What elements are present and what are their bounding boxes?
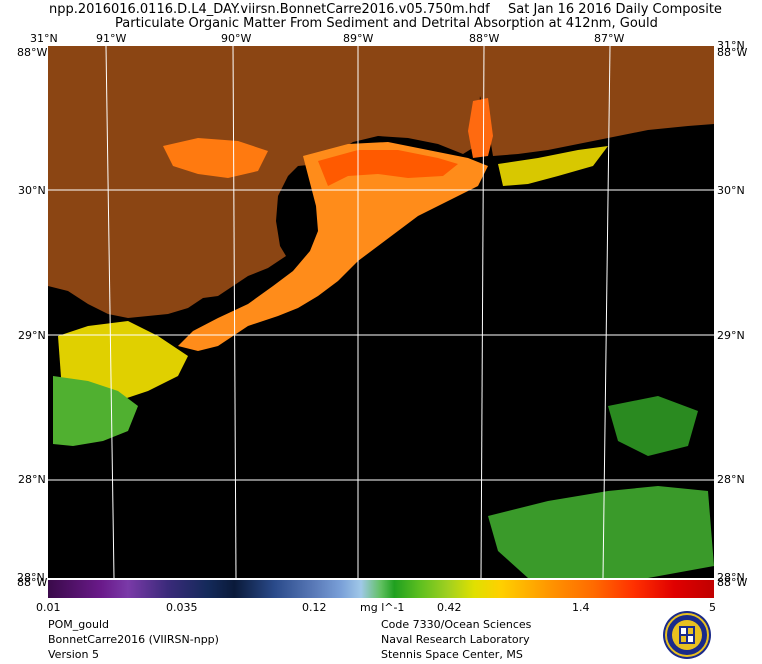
lon-label-87w: 87°W bbox=[594, 32, 625, 45]
land-area bbox=[48, 46, 714, 318]
footer-version: Version 5 bbox=[48, 648, 99, 661]
lon-label-91w: 91°W bbox=[96, 32, 127, 45]
offshore-green-patch bbox=[608, 396, 698, 456]
composite-date-title: Sat Jan 16 2016 Daily Composite bbox=[508, 2, 722, 17]
color-scale-bar bbox=[48, 580, 714, 598]
lat-label-29n-left: 29°N bbox=[18, 329, 46, 342]
lon-label-88w: 88°W bbox=[469, 32, 500, 45]
corner-top-lat-right: 31°N bbox=[717, 39, 745, 52]
map-canvas bbox=[48, 46, 714, 578]
colorbar-tick-4: 1.4 bbox=[572, 601, 590, 614]
nrl-seal-icon bbox=[663, 611, 711, 659]
product-subtitle: Particulate Organic Matter From Sediment… bbox=[115, 16, 658, 31]
lat-label-30n-right: 30°N bbox=[717, 184, 745, 197]
colorbar-tick-0: 0.01 bbox=[36, 601, 61, 614]
corner-top-lon-left: 88°W bbox=[17, 46, 48, 59]
colorbar-units: mg l^-1 bbox=[360, 601, 405, 614]
footer-lab: Naval Research Laboratory bbox=[381, 633, 530, 646]
lat-label-30n-left: 30°N bbox=[18, 184, 46, 197]
corner-bottom-lon-left: 88°W bbox=[17, 576, 48, 589]
coastal-yellow-east bbox=[498, 146, 608, 186]
satellite-map[interactable] bbox=[48, 46, 714, 578]
footer-product-name: POM_gould bbox=[48, 618, 110, 631]
corner-bottom-lat-left: 28°N bbox=[17, 571, 45, 584]
colorbar-tick-1: 0.035 bbox=[166, 601, 198, 614]
lat-label-29n-right: 29°N bbox=[717, 329, 745, 342]
footer-location: Stennis Space Center, MS bbox=[381, 648, 523, 661]
lake-plume bbox=[163, 138, 268, 178]
sediment-plume-orange bbox=[178, 142, 488, 351]
corner-top-lat-label: 31°N bbox=[30, 32, 58, 45]
footer-code: Code 7330/Ocean Sciences bbox=[381, 618, 532, 631]
corner-bottom-lon-right: 88°W bbox=[717, 576, 748, 589]
lat-label-28n-left: 28°N bbox=[18, 473, 46, 486]
bay-plume bbox=[468, 98, 493, 158]
sediment-plume-red bbox=[318, 150, 458, 186]
graticule bbox=[48, 46, 714, 578]
colorbar-tick-5: 5 bbox=[709, 601, 716, 614]
footer-region-sensor: BonnetCarre2016 (VIIRSN-npp) bbox=[48, 633, 219, 646]
colorbar-tick-2: 0.12 bbox=[302, 601, 327, 614]
lon-label-90w: 90°W bbox=[221, 32, 252, 45]
colorbar-tick-3: 0.42 bbox=[437, 601, 462, 614]
offshore-green-east bbox=[488, 486, 714, 578]
lon-label-89w: 89°W bbox=[343, 32, 374, 45]
shelf-plume-green bbox=[53, 376, 138, 446]
corner-bottom-lat-right: 28°N bbox=[717, 571, 745, 584]
corner-top-lon-right: 88°W bbox=[717, 46, 748, 59]
file-name-title: npp.2016016.0116.D.L4_DAY.viirsn.BonnetC… bbox=[49, 2, 490, 17]
lat-label-28n-right: 28°N bbox=[717, 473, 745, 486]
